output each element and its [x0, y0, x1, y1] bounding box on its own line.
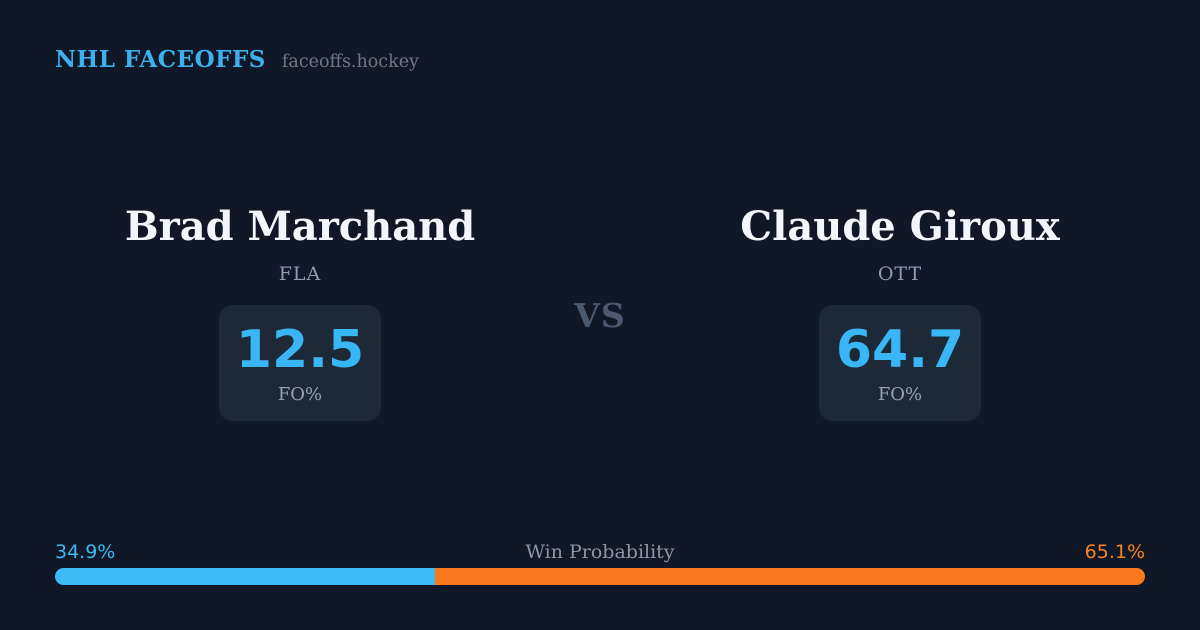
stat-label: FO%: [877, 383, 923, 405]
win-probability-title: Win Probability: [525, 541, 675, 563]
site-tagline: faceoffs.hockey: [281, 52, 419, 72]
header: NHL FACEOFFS faceoffs.hockey: [55, 46, 419, 73]
stat-label: FO%: [277, 383, 323, 405]
stat-box: 12.5 FO%: [219, 305, 381, 421]
win-probability-bar: [55, 568, 1145, 585]
player-right-column: Claude Giroux OTT 64.7 FO%: [700, 205, 1100, 421]
player-name: Brad Marchand: [124, 203, 476, 250]
stat-value: 12.5: [235, 319, 365, 380]
player-team: FLA: [278, 263, 322, 285]
vs-label: VS: [574, 296, 626, 335]
stat-box: 64.7 FO%: [819, 305, 981, 421]
player-team: OTT: [877, 263, 923, 285]
win-probability-labels: 34.9% Win Probability 65.1%: [55, 541, 1145, 565]
player-left-column: Brad Marchand FLA 12.5 FO%: [100, 205, 500, 421]
win-probability-bar-right-segment: [435, 568, 1145, 585]
player-name: Claude Giroux: [740, 203, 1060, 250]
stat-value: 64.7: [835, 319, 965, 380]
win-probability-bar-left-segment: [55, 568, 436, 585]
brand-logo: NHL FACEOFFS: [55, 46, 266, 73]
win-probability-right-value: 65.1%: [1084, 541, 1145, 563]
win-probability-left-value: 34.9%: [55, 541, 116, 563]
